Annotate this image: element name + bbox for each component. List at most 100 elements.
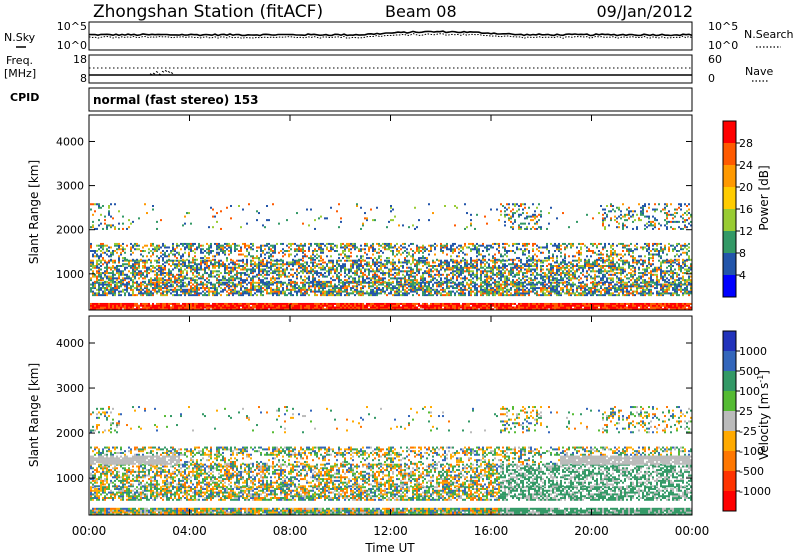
heatmap-cell — [224, 265, 226, 267]
heatmap-cell — [142, 292, 144, 294]
heatmap-cell — [102, 305, 104, 307]
heatmap-cell — [510, 269, 512, 271]
heatmap-cell — [266, 267, 268, 269]
heatmap-cell — [380, 263, 382, 265]
heatmap-cell — [450, 294, 452, 296]
heatmap-cell — [272, 305, 274, 307]
heatmap-cell — [176, 306, 178, 308]
heatmap-cell — [522, 294, 524, 296]
heatmap-cell — [256, 291, 258, 293]
heatmap-cell — [330, 243, 332, 245]
heatmap-cell — [414, 252, 416, 254]
heatmap-cell — [382, 277, 384, 279]
heatmap-cell — [206, 291, 208, 293]
heatmap-cell — [360, 289, 362, 291]
heatmap-cell — [364, 292, 366, 294]
heatmap-cell — [374, 291, 376, 293]
heatmap-cell — [118, 306, 120, 308]
heatmap-cell — [252, 267, 254, 269]
heatmap-cell — [152, 252, 154, 254]
heatmap-cell — [306, 263, 308, 265]
heatmap-cell — [400, 245, 402, 247]
heatmap-cell — [466, 226, 468, 228]
heatmap-cell — [114, 260, 116, 262]
heatmap-cell — [476, 305, 478, 307]
heatmap-cell — [170, 292, 172, 294]
heatmap-cell — [266, 272, 268, 274]
heatmap-cell — [238, 245, 240, 247]
heatmap-cell — [114, 226, 116, 228]
heatmap-cell — [96, 279, 98, 281]
heatmap-cell — [138, 289, 140, 291]
heatmap-cell — [338, 276, 340, 278]
heatmap-cell — [344, 263, 346, 265]
heatmap-cell — [90, 284, 92, 286]
heatmap-cell — [526, 263, 528, 265]
heatmap-cell — [514, 289, 516, 291]
heatmap-cell — [290, 292, 292, 294]
heatmap-cell — [150, 292, 152, 294]
heatmap-cell — [524, 228, 526, 230]
heatmap-cell — [232, 260, 234, 262]
heatmap-cell — [518, 289, 520, 291]
heatmap-cell — [338, 287, 340, 289]
heatmap-cell — [100, 254, 102, 256]
heatmap-cell — [332, 248, 334, 250]
cpid-label: CPID — [10, 91, 39, 104]
heatmap-cell — [476, 272, 478, 274]
heatmap-cell — [122, 270, 124, 272]
heatmap-cell — [274, 277, 276, 279]
heatmap-cell — [260, 245, 262, 247]
heatmap-cell — [358, 279, 360, 281]
heatmap-cell — [320, 281, 322, 283]
heatmap-cell — [312, 276, 314, 278]
heatmap-cell — [214, 261, 216, 263]
heatmap-cell — [504, 221, 506, 223]
heatmap-cell — [280, 281, 282, 283]
heatmap-cell — [126, 263, 128, 265]
heatmap-cell — [382, 246, 384, 248]
heatmap-cell — [130, 223, 132, 225]
heatmap-cell — [200, 287, 202, 289]
heatmap-cell — [368, 287, 370, 289]
heatmap-cell — [490, 291, 492, 293]
heatmap-cell — [160, 303, 162, 305]
heatmap-cell — [440, 261, 442, 263]
heatmap-cell — [244, 306, 246, 308]
heatmap-cell — [504, 250, 506, 252]
heatmap-cell — [302, 252, 304, 254]
heatmap-cell — [456, 277, 458, 279]
heatmap-cell — [216, 248, 218, 250]
heatmap-cell — [122, 263, 124, 265]
heatmap-cell — [320, 243, 322, 245]
heatmap-cell — [190, 250, 192, 252]
heatmap-cell — [332, 303, 334, 305]
heatmap-cell — [518, 303, 520, 305]
heatmap-cell — [266, 287, 268, 289]
heatmap-cell — [402, 246, 404, 248]
heatmap-cell — [502, 276, 504, 278]
heatmap-cell — [484, 284, 486, 286]
heatmap-cell — [190, 279, 192, 281]
heatmap-cell — [532, 259, 534, 261]
heatmap-cell — [488, 306, 490, 308]
heatmap-cell — [462, 294, 464, 296]
heatmap-cell — [176, 245, 178, 247]
heatmap-cell — [356, 303, 358, 305]
heatmap-cell — [192, 284, 194, 286]
heatmap-cell — [362, 305, 364, 307]
heatmap-cell — [388, 270, 390, 272]
heatmap-cell — [346, 274, 348, 276]
heatmap-cell — [414, 265, 416, 267]
heatmap-cell — [528, 259, 530, 261]
heatmap-cell — [108, 212, 110, 214]
heatmap-cell — [472, 272, 474, 274]
heatmap-cell — [278, 291, 280, 293]
heatmap-cell — [392, 287, 394, 289]
heatmap-cell — [314, 289, 316, 291]
heatmap-cell — [276, 267, 278, 269]
heatmap-cell — [390, 284, 392, 286]
heatmap-cell — [534, 259, 536, 261]
heatmap-cell — [338, 303, 340, 305]
heatmap-cell — [186, 291, 188, 293]
